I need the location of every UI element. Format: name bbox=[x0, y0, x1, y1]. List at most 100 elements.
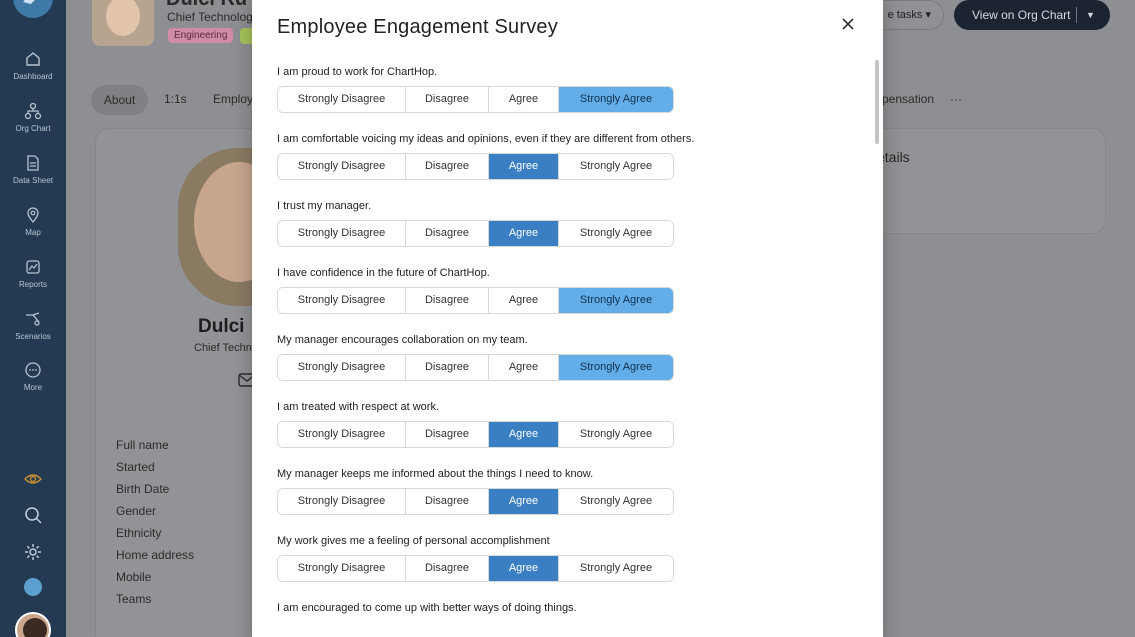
profile-name: Dulci bbox=[198, 316, 245, 337]
sidebar-item-label: Dashboard bbox=[13, 72, 53, 81]
sidebar-item-reports[interactable]: Reports bbox=[0, 258, 66, 289]
option-agree[interactable]: Agree bbox=[489, 422, 559, 447]
option-strongly-disagree[interactable]: Strongly Disagree bbox=[278, 422, 406, 447]
sidebar-item-dashboard[interactable]: Dashboard bbox=[0, 50, 66, 81]
option-agree[interactable]: Agree bbox=[489, 87, 559, 112]
user-avatar[interactable] bbox=[15, 612, 51, 637]
option-strongly-agree[interactable]: Strongly Agree bbox=[559, 87, 673, 112]
option-agree[interactable]: Agree bbox=[489, 288, 559, 313]
tabs-more-button[interactable]: ··· bbox=[950, 92, 962, 106]
question-text: My work gives me a feeling of personal a… bbox=[277, 535, 550, 547]
header-employee-title: Chief Technology bbox=[167, 10, 259, 24]
field-label-started: Started bbox=[116, 460, 155, 474]
logo-bird-icon bbox=[23, 0, 35, 4]
option-strongly-agree[interactable]: Strongly Agree bbox=[559, 355, 673, 380]
search-button[interactable] bbox=[0, 506, 66, 524]
option-disagree[interactable]: Disagree bbox=[406, 221, 489, 246]
option-agree[interactable]: Agree bbox=[489, 355, 559, 380]
option-strongly-disagree[interactable]: Strongly Disagree bbox=[278, 154, 406, 179]
sidebar-item-scenarios[interactable]: Scenarios bbox=[0, 310, 66, 341]
option-strongly-disagree[interactable]: Strongly Disagree bbox=[278, 288, 406, 313]
scrollbar-thumb[interactable] bbox=[875, 60, 879, 144]
settings-button[interactable] bbox=[0, 543, 66, 561]
modal-title: Employee Engagement Survey bbox=[277, 16, 558, 38]
sidebar-item-org-chart[interactable]: Org Chart bbox=[0, 102, 66, 133]
likert-scale: Strongly Disagree Disagree Agree Strongly A… bbox=[277, 287, 674, 314]
option-strongly-agree[interactable]: Strongly Agree bbox=[559, 422, 673, 447]
likert-scale: Strongly Disagree Disagree Agree Strongly A… bbox=[277, 421, 674, 448]
sidebar-item-label: Org Chart bbox=[15, 124, 51, 133]
sidebar-item-data-sheet[interactable]: Data Sheet bbox=[0, 154, 66, 185]
details-card: etails bbox=[866, 128, 1106, 234]
likert-scale: Strongly Disagree Disagree Agree Strongly A… bbox=[277, 354, 674, 381]
view-on-org-chart-button[interactable]: View on Org Chart ▼ bbox=[954, 0, 1110, 30]
chartbird-icon[interactable] bbox=[24, 578, 42, 596]
department-tag[interactable]: Engineering bbox=[168, 28, 234, 43]
gear-icon bbox=[25, 544, 41, 560]
sidebar-item-label: More bbox=[23, 383, 43, 392]
sidebar-item-more[interactable]: More bbox=[0, 361, 66, 392]
home-icon bbox=[26, 52, 40, 66]
sidebar-item-label: Scenarios bbox=[15, 332, 51, 341]
chartbird-logo[interactable] bbox=[13, 0, 53, 18]
option-agree[interactable]: Agree bbox=[489, 154, 559, 179]
org-chart-icon bbox=[24, 102, 42, 120]
details-heading: etails bbox=[877, 149, 910, 165]
option-disagree[interactable]: Disagree bbox=[406, 489, 489, 514]
option-disagree[interactable]: Disagree bbox=[406, 288, 489, 313]
option-disagree[interactable]: Disagree bbox=[406, 556, 489, 581]
field-label-ethnicity: Ethnicity bbox=[116, 526, 162, 540]
option-strongly-agree[interactable]: Strongly Agree bbox=[559, 221, 673, 246]
tab-about[interactable]: About bbox=[91, 85, 148, 115]
tab-employment[interactable]: Employ bbox=[213, 92, 254, 106]
header-employee-name: Dulci Ru bbox=[166, 0, 247, 11]
survey-question: My work gives me a feeling of personal a… bbox=[277, 533, 857, 582]
survey-question: My manager encourages collaboration on m… bbox=[277, 332, 857, 381]
survey-question: I am treated with respect at work. Strong… bbox=[277, 399, 857, 448]
tab-compensation[interactable]: pensation bbox=[882, 92, 935, 106]
profile-title: Chief Techn bbox=[194, 342, 252, 354]
option-strongly-agree[interactable]: Strongly Agree bbox=[559, 556, 673, 581]
option-strongly-disagree[interactable]: Strongly Disagree bbox=[278, 489, 406, 514]
option-agree[interactable]: Agree bbox=[489, 489, 559, 514]
option-strongly-disagree[interactable]: Strongly Disagree bbox=[278, 221, 406, 246]
field-label-full-name: Full name bbox=[116, 438, 169, 452]
question-text: My manager encourages collaboration on m… bbox=[277, 334, 528, 346]
survey-question: I am encouraged to come up with better w… bbox=[277, 600, 857, 616]
search-icon bbox=[25, 507, 42, 524]
survey-question: I am proud to work for ChartHop. Strongly… bbox=[277, 64, 857, 113]
field-label-mobile: Mobile bbox=[116, 570, 152, 584]
survey-question: I trust my manager. Strongly Disagree Disa… bbox=[277, 198, 857, 247]
tasks-label: e tasks bbox=[887, 9, 923, 21]
question-text: I have confidence in the future of Chart… bbox=[277, 267, 490, 279]
option-strongly-agree[interactable]: Strongly Agree bbox=[559, 489, 673, 514]
likert-scale: Strongly Disagree Disagree Agree Strongly A… bbox=[277, 555, 674, 582]
option-disagree[interactable]: Disagree bbox=[406, 87, 489, 112]
close-icon[interactable] bbox=[840, 16, 856, 32]
option-disagree[interactable]: Disagree bbox=[406, 355, 489, 380]
option-agree[interactable]: Agree bbox=[489, 556, 559, 581]
eye-button[interactable] bbox=[0, 471, 66, 487]
option-strongly-disagree[interactable]: Strongly Disagree bbox=[278, 87, 406, 112]
reports-icon bbox=[26, 260, 40, 274]
survey-modal: Employee Engagement Survey I am proud to… bbox=[252, 0, 883, 637]
tab-one-on-ones[interactable]: 1:1s bbox=[164, 92, 187, 106]
option-strongly-disagree[interactable]: Strongly Disagree bbox=[278, 355, 406, 380]
option-strongly-disagree[interactable]: Strongly Disagree bbox=[278, 556, 406, 581]
question-text: I am proud to work for ChartHop. bbox=[277, 66, 438, 78]
question-text: I am treated with respect at work. bbox=[277, 401, 440, 413]
data-sheet-icon bbox=[27, 155, 39, 171]
sidebar-item-map[interactable]: Map bbox=[0, 206, 66, 237]
question-text: My manager keeps me informed about the t… bbox=[277, 468, 594, 480]
question-text: I am comfortable voicing my ideas and op… bbox=[277, 133, 695, 145]
chevron-down-icon[interactable]: ▼ bbox=[1086, 10, 1095, 20]
field-label-teams: Teams bbox=[116, 592, 152, 606]
option-agree[interactable]: Agree bbox=[489, 221, 559, 246]
option-disagree[interactable]: Disagree bbox=[406, 154, 489, 179]
field-label-birth-date: Birth Date bbox=[116, 482, 170, 496]
option-strongly-agree[interactable]: Strongly Agree bbox=[559, 288, 673, 313]
option-strongly-agree[interactable]: Strongly Agree bbox=[559, 154, 673, 179]
option-disagree[interactable]: Disagree bbox=[406, 422, 489, 447]
survey-question: My manager keeps me informed about the t… bbox=[277, 466, 857, 515]
button-divider bbox=[1076, 7, 1077, 23]
